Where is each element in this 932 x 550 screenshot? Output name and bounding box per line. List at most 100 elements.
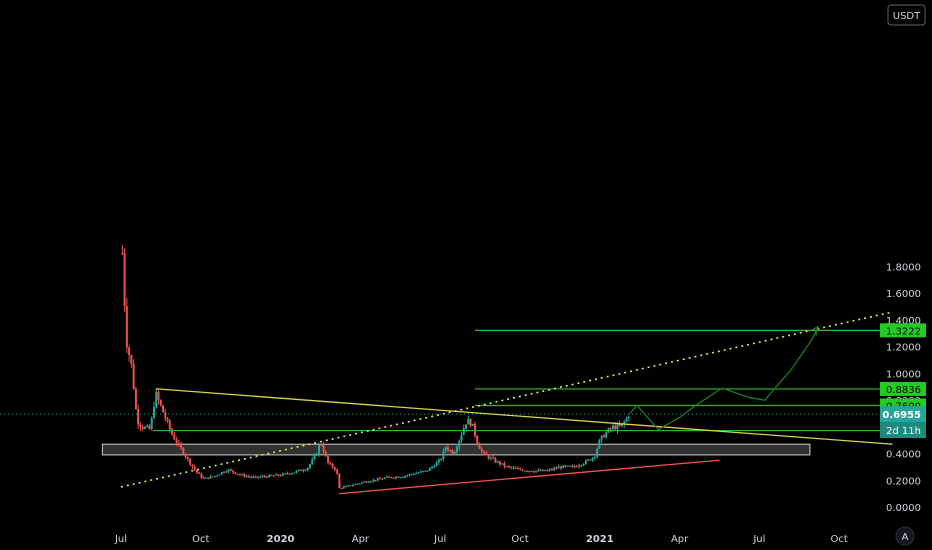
candle-body	[474, 423, 477, 436]
candle-body	[422, 471, 425, 473]
candle-body	[446, 447, 449, 451]
candle-body	[417, 472, 420, 474]
y-tick-label: 0.4000	[886, 450, 921, 461]
projection-layer	[628, 325, 819, 431]
candle-body	[431, 466, 434, 468]
candle-body	[225, 471, 228, 473]
candle-body	[313, 455, 316, 460]
candle-body	[130, 354, 133, 364]
candle-body	[256, 476, 259, 478]
candle-body	[333, 467, 336, 470]
candle-body	[193, 466, 196, 470]
candle-body	[392, 477, 395, 479]
candle-body	[381, 478, 384, 480]
candle-body	[295, 470, 298, 473]
candle-body	[180, 443, 183, 449]
candle-body	[605, 432, 608, 438]
candle-body	[503, 463, 506, 467]
x-tick-label: Apr	[671, 534, 689, 545]
candle-body	[137, 409, 140, 425]
x-tick-label: 2020	[267, 534, 295, 545]
candle-body	[593, 456, 596, 458]
candle-body	[186, 457, 189, 459]
x-tick-label: Jul	[752, 534, 765, 545]
currency-label: USDT	[893, 11, 921, 22]
candle-body	[471, 423, 474, 426]
candle-body	[125, 306, 128, 348]
candle-body	[460, 434, 463, 441]
candle-body	[374, 479, 377, 481]
candle-body	[168, 420, 171, 430]
candle-body	[580, 465, 583, 467]
candle-body	[139, 424, 142, 427]
candle-body	[582, 463, 585, 466]
candle-body	[530, 470, 533, 472]
candle-body	[245, 476, 248, 478]
candle-body	[284, 473, 287, 475]
candle-body	[322, 444, 325, 453]
y-tick-label: 0.2000	[886, 476, 921, 487]
candle-body	[263, 476, 266, 478]
candle-body	[358, 483, 361, 485]
levels-layer	[0, 329, 890, 432]
candle-body	[602, 435, 605, 438]
candle-body	[238, 474, 241, 476]
candle-body	[578, 465, 581, 467]
candle-body	[517, 468, 520, 470]
candle-body	[544, 469, 547, 471]
candle-body	[388, 476, 391, 478]
candle-body	[455, 447, 458, 453]
candle-body	[476, 435, 479, 445]
candle-body	[241, 474, 244, 476]
candle-body	[394, 476, 397, 478]
y-tick-label: 0.0000	[886, 503, 921, 514]
candle-body	[435, 462, 438, 467]
candle-body	[223, 472, 226, 474]
candle-body	[166, 418, 169, 421]
candle-body	[372, 479, 375, 482]
candle-body	[175, 439, 178, 444]
candle-body	[510, 466, 513, 468]
candle-body	[370, 481, 373, 483]
candle-body	[537, 470, 540, 472]
candle-body	[485, 452, 488, 456]
countdown-text: 2d 11h	[886, 426, 921, 437]
candle-body	[275, 474, 278, 476]
candle-body	[397, 476, 400, 478]
candle-body	[507, 466, 510, 468]
candle-body	[311, 459, 314, 465]
candle-body	[345, 485, 348, 487]
y-tick-label: 1.0000	[886, 369, 921, 380]
candle-body	[200, 473, 203, 478]
candle-body	[342, 486, 345, 489]
candle-body	[494, 458, 497, 463]
y-tick-label: 1.6000	[886, 289, 921, 300]
trendline-descending	[155, 388, 893, 445]
time-axis[interactable]: Jul Oct 2020 Apr Jul Oct 2021 Apr Jul Oct	[114, 534, 848, 545]
candle-body	[526, 470, 529, 472]
candle-body	[195, 469, 198, 473]
candle-body	[351, 485, 354, 487]
candle-body	[132, 363, 135, 389]
trendline-rising-dotted	[120, 311, 893, 488]
currency-badge[interactable]: USDT	[887, 4, 926, 26]
level-price-tag: 1.3222	[880, 323, 926, 338]
candle-body	[424, 470, 427, 472]
candle-body	[123, 253, 126, 307]
candle-body	[514, 467, 517, 469]
trendlines-layer	[120, 311, 893, 495]
candle-body	[247, 476, 250, 478]
candle-body	[623, 421, 626, 424]
candle-body	[532, 471, 535, 473]
candle-body	[229, 469, 232, 471]
candle-body	[562, 465, 565, 469]
x-tick-label: Jul	[114, 534, 127, 545]
candle-body	[600, 435, 603, 440]
candle-body	[288, 473, 291, 475]
auto-scale-button[interactable]: A	[895, 526, 915, 546]
candle-body	[616, 424, 619, 430]
x-tick-label: Apr	[352, 534, 370, 545]
candle-body	[329, 462, 332, 465]
candle-body	[261, 476, 264, 478]
